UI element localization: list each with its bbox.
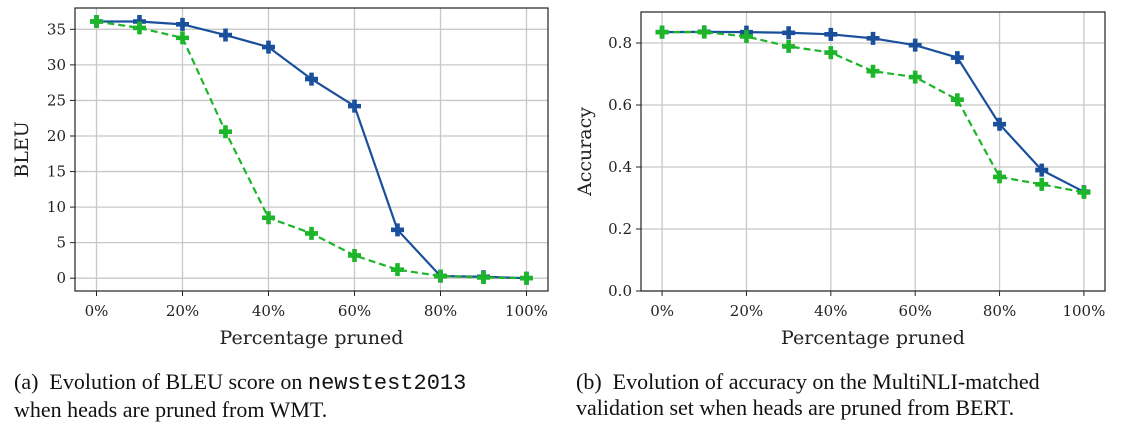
data-point-green-dashed xyxy=(434,269,447,283)
data-point-blue-solid xyxy=(824,27,838,41)
data-point-blue-solid xyxy=(262,40,275,54)
x-tick-label: 40% xyxy=(814,302,847,320)
data-point-blue-solid xyxy=(866,31,880,45)
y-tick-label: 0.2 xyxy=(608,220,632,238)
x-tick-label: 100% xyxy=(505,302,548,320)
x-tick-label: 60% xyxy=(338,302,371,320)
data-point-blue-solid xyxy=(782,26,796,40)
data-point-blue-solid xyxy=(950,51,964,65)
y-tick-label: 10 xyxy=(47,198,66,216)
caption-b-label: (b) xyxy=(576,369,602,394)
data-point-green-dashed xyxy=(391,263,404,277)
x-tick-label: 20% xyxy=(730,302,763,320)
caption-b-text: Evolution of accuracy on the MultiNLI-ma… xyxy=(612,369,1040,394)
data-point-green-dashed xyxy=(993,170,1007,184)
data-point-green-dashed xyxy=(520,271,533,285)
x-tick-label: 0% xyxy=(85,302,109,320)
y-tick-label: 0.6 xyxy=(608,96,632,114)
axes-frame xyxy=(640,11,1106,292)
caption-a-text: Evolution of BLEU score on xyxy=(49,369,303,394)
data-point-green-dashed xyxy=(866,64,880,78)
data-point-green-dashed xyxy=(176,31,189,45)
data-point-green-dashed xyxy=(133,21,146,35)
chart-bleu: 0% 20% 40% 60% 80% 100% 0 5 10 15 20 25 30 35 Percenta… xyxy=(11,7,549,349)
caption-a: (a) Evolution of BLEU score on newstest2… xyxy=(14,369,466,423)
data-point-blue-solid xyxy=(176,17,189,31)
x-tick-label: 20% xyxy=(166,302,199,320)
data-point-green-dashed xyxy=(305,226,318,240)
data-point-green-dashed xyxy=(1077,185,1091,199)
x-axis-label: Percentage pruned xyxy=(781,327,965,349)
data-point-green-dashed xyxy=(477,270,490,284)
y-tick-label: 0.0 xyxy=(608,282,632,300)
x-tick-label: 80% xyxy=(983,302,1016,320)
data-point-green-dashed xyxy=(262,211,275,225)
data-point-green-dashed xyxy=(90,15,103,29)
y-axis-label: BLEU xyxy=(11,121,33,177)
y-tick-label: 35 xyxy=(47,20,66,38)
y-tick-label: 15 xyxy=(47,163,66,181)
data-point-green-dashed xyxy=(348,248,361,262)
data-point-green-dashed xyxy=(950,93,964,107)
data-point-blue-solid xyxy=(908,38,922,52)
data-point-green-dashed xyxy=(655,25,669,39)
x-tick-label: 80% xyxy=(424,302,457,320)
data-point-blue-solid xyxy=(305,72,318,86)
data-point-green-dashed xyxy=(824,46,838,60)
y-tick-label: 5 xyxy=(56,234,66,252)
data-point-green-dashed xyxy=(219,125,232,139)
data-point-blue-solid xyxy=(1035,163,1049,177)
y-tick-label: 0.4 xyxy=(608,158,632,176)
data-point-green-dashed xyxy=(782,39,796,53)
x-tick-label: 0% xyxy=(650,302,674,320)
series-line-blue-solid xyxy=(662,30,1085,193)
caption-b-line2: validation set when heads are pruned fro… xyxy=(576,395,1015,420)
y-tick-label: 25 xyxy=(47,91,66,109)
y-tick-label: 0 xyxy=(56,269,66,287)
y-tick-label: 0.8 xyxy=(608,34,632,52)
data-point-green-dashed xyxy=(739,29,753,43)
data-point-blue-solid xyxy=(993,117,1007,131)
x-tick-label: 60% xyxy=(899,302,932,320)
data-point-green-dashed xyxy=(697,25,711,39)
caption-a-dataset: newstest2013 xyxy=(307,371,467,396)
caption-b: (b) Evolution of accuracy on the MultiNL… xyxy=(576,369,1040,421)
caption-a-line2: when heads are pruned from WMT. xyxy=(14,397,328,422)
data-point-blue-solid xyxy=(391,223,404,237)
data-point-green-dashed xyxy=(908,70,922,84)
data-point-blue-solid xyxy=(348,99,361,113)
y-tick-label: 20 xyxy=(47,127,66,145)
caption-a-label: (a) xyxy=(14,369,39,394)
data-point-blue-solid xyxy=(219,28,232,42)
chart-accuracy: 0% 20% 40% 60% 80% 100% 0.0 0.2 0.4 0.6 0.8 Percent… xyxy=(574,11,1106,349)
data-point-green-dashed xyxy=(1035,177,1049,191)
y-tick-label: 30 xyxy=(47,56,66,74)
x-tick-label: 100% xyxy=(1062,302,1105,320)
x-axis-label: Percentage pruned xyxy=(220,327,404,349)
x-tick-label: 40% xyxy=(252,302,285,320)
series-line-green-dashed xyxy=(662,31,1085,194)
axes-frame xyxy=(74,7,549,292)
y-axis-label: Accuracy xyxy=(574,107,596,197)
